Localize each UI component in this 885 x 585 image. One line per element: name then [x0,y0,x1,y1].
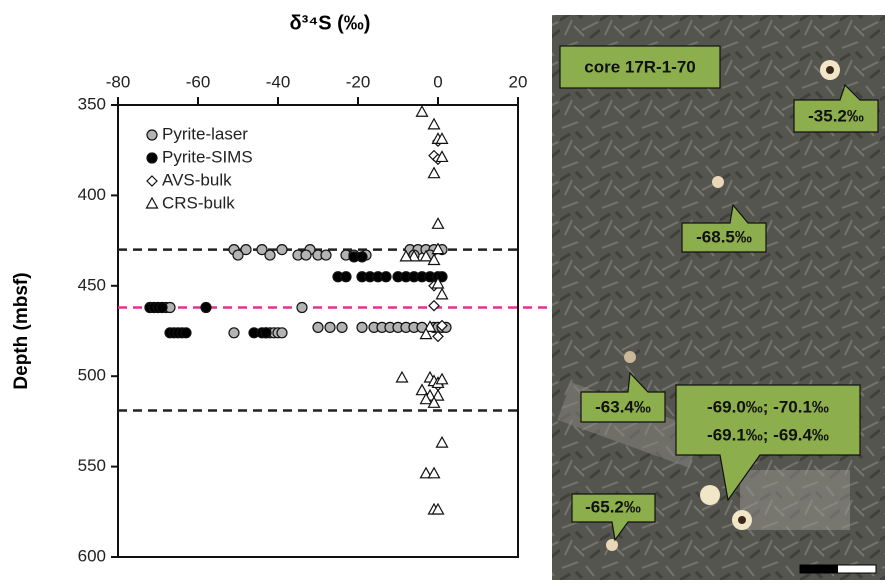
point [429,468,440,478]
point [201,302,211,312]
point [277,328,287,338]
callout-text: -65.2‰ [585,497,641,516]
callout-text: -35.2‰ [808,106,864,125]
x-tick-label: 20 [509,72,528,91]
point [313,322,323,332]
callout-text: -69.1‰; -69.4‰ [707,425,829,444]
point [297,302,307,312]
x-tick-label: -40 [266,72,291,91]
point [341,272,351,282]
y-tick-label: 500 [78,366,106,385]
point [233,250,243,260]
pyrite-grain [624,351,636,363]
point [301,250,311,260]
point [357,252,367,262]
point [147,176,157,186]
legend-label: AVS-bulk [162,170,232,189]
pyrite-grain [606,539,618,551]
point [437,289,448,299]
legend-label: Pyrite-SIMS [162,147,253,166]
point [429,301,439,311]
point [321,250,331,260]
point [261,328,271,338]
point [277,245,287,255]
point [381,272,391,282]
point [157,302,167,312]
point [147,198,158,208]
point [429,119,440,129]
point [417,106,428,116]
point [337,322,347,332]
y-tick-label: 550 [78,456,106,475]
figure: core 17R-1-70 -35.2‰ -68.5‰ -63.4‰ -69.0… [0,0,885,580]
point [147,130,157,140]
x-tick-label: -60 [186,72,211,91]
x-tick-label: -20 [346,72,371,91]
core-label: core 17R-1-70 [584,57,696,76]
y-axis-title: Depth (mbsf) [11,272,32,389]
photo: core 17R-1-70 -35.2‰ -68.5‰ -63.4‰ -69.0… [552,15,885,580]
point [433,218,444,228]
legend-label: Pyrite-laser [162,124,248,143]
point [437,437,448,447]
scale-bar [800,565,838,573]
point [325,322,335,332]
pyrite-grain [700,485,720,505]
x-tick-label: 0 [433,72,442,91]
y-tick-label: 450 [78,275,106,294]
point [357,322,367,332]
pyrite-grain [826,66,834,74]
point [265,250,275,260]
callout-text: -68.5‰ [696,227,752,246]
y-tick-label: 600 [78,546,106,565]
point [181,328,191,338]
x-axis-title: δ³⁴S (‰) [290,12,371,34]
x-tick-label: -80 [106,72,131,91]
y-tick-label: 400 [78,185,106,204]
callout-text: -63.4‰ [595,397,651,416]
grain [740,470,850,530]
point [397,372,408,382]
point [429,168,440,178]
legend-label: CRS-bulk [162,193,235,212]
pyrite-grain [712,176,724,188]
pyrite-grain [738,516,746,524]
point [147,153,157,163]
point [229,328,239,338]
y-tick-label: 350 [78,94,106,113]
callout-text: -69.0‰; -70.1‰ [707,397,829,416]
